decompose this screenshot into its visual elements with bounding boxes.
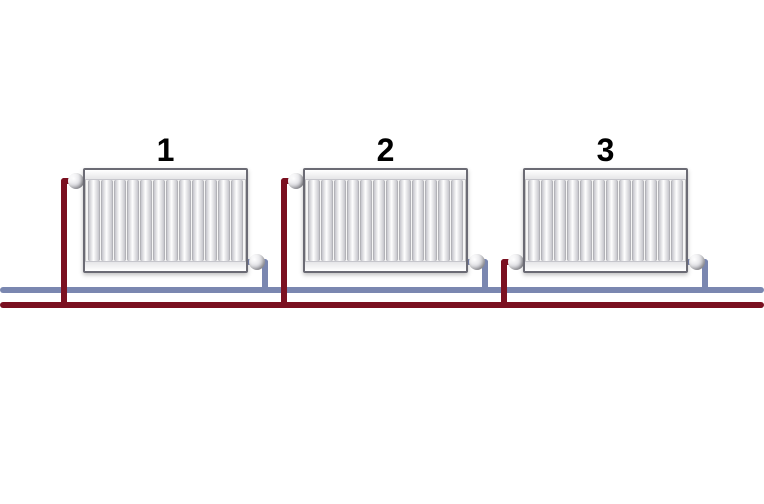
radiator-panel bbox=[523, 168, 688, 273]
radiator-panel bbox=[83, 168, 248, 273]
radiator-label-1: 1 bbox=[146, 132, 186, 169]
radiator-label-2: 2 bbox=[366, 132, 406, 169]
radiator-label-3: 3 bbox=[586, 132, 626, 169]
radiator-3 bbox=[523, 168, 688, 273]
supply-pipe-main bbox=[0, 302, 764, 308]
return-pipe-main bbox=[0, 287, 764, 293]
radiator-2 bbox=[303, 168, 468, 273]
supply-riser-1 bbox=[61, 178, 67, 308]
radiator-panel bbox=[303, 168, 468, 273]
radiator-1 bbox=[83, 168, 248, 273]
supply-riser-2 bbox=[281, 178, 287, 308]
